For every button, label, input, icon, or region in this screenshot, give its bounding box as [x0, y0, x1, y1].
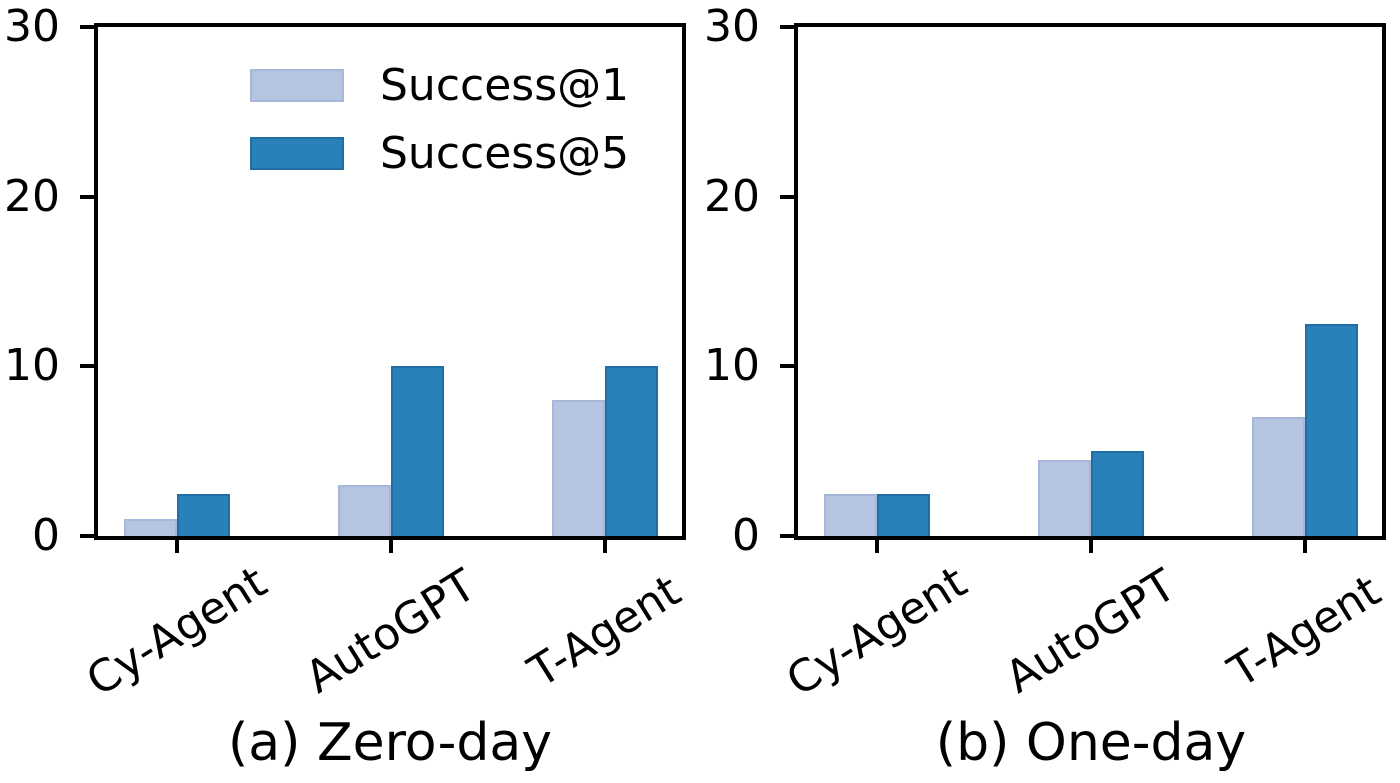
x-tick [389, 536, 393, 553]
y-tick-label: 30 [704, 1, 760, 53]
bar-zero-day-t-agent-success-5 [605, 366, 658, 536]
bar-one-day-cy-agent-success-1 [824, 493, 877, 536]
y-tick-label: 0 [32, 510, 60, 561]
bar-zero-day-t-agent-success-1 [552, 400, 605, 536]
x-tick [875, 536, 879, 553]
x-tick-label-t-agent: T-Agent [1219, 565, 1390, 698]
x-tick-label-cy-agent: Cy-Agent [77, 556, 276, 707]
bar-one-day-t-agent-success-1 [1252, 417, 1305, 536]
y-tick [780, 364, 798, 369]
y-tick [80, 364, 98, 369]
x-tick-label-autogpt: AutoGPT [996, 559, 1185, 704]
y-tick-label: 10 [704, 340, 760, 392]
bar-zero-day-autogpt-success-5 [391, 366, 444, 536]
y-tick [80, 534, 98, 538]
y-tick [80, 25, 98, 29]
legend-swatch-success-5 [250, 137, 344, 170]
bar-one-day-cy-agent-success-5 [877, 493, 930, 536]
legend-label-success-1: Success@1 [380, 59, 630, 111]
bar-zero-day-cy-agent-success-1 [124, 519, 177, 536]
x-tick [1089, 536, 1093, 553]
y-tick-label: 20 [704, 170, 760, 222]
caption-one-day: (b) One-day [935, 713, 1247, 773]
bar-one-day-autogpt-success-5 [1091, 451, 1144, 536]
bar-one-day-t-agent-success-5 [1305, 323, 1358, 536]
y-tick [780, 194, 798, 199]
y-tick [80, 194, 98, 199]
x-tick-label-t-agent: T-Agent [519, 565, 690, 698]
x-tick-label-cy-agent: Cy-Agent [777, 556, 976, 707]
y-tick-label: 30 [4, 1, 60, 53]
bar-zero-day-cy-agent-success-5 [177, 493, 230, 536]
x-tick [175, 536, 179, 553]
x-tick [1303, 536, 1307, 553]
bar-zero-day-autogpt-success-1 [338, 485, 391, 536]
caption-zero-day: (a) Zero-day [227, 713, 552, 773]
x-tick-label-autogpt: AutoGPT [296, 559, 485, 704]
y-tick-label: 20 [4, 170, 60, 222]
y-tick-label: 0 [732, 510, 760, 561]
x-tick [603, 536, 607, 553]
legend-swatch-success-1 [250, 69, 344, 102]
bar-one-day-autogpt-success-1 [1038, 459, 1091, 536]
legend-label-success-5: Success@5 [380, 127, 630, 179]
y-tick-label: 10 [4, 340, 60, 392]
y-tick [780, 25, 798, 29]
y-tick [780, 534, 798, 538]
